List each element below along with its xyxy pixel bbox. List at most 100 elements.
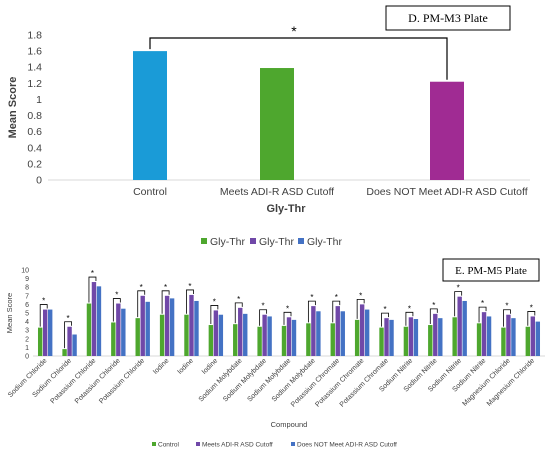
significance-bracket [429, 308, 438, 325]
y-tick-label: 2 [25, 336, 29, 343]
y-tick-label: 1 [25, 345, 29, 352]
y-tick-label: 0.8 [27, 110, 42, 122]
bar [208, 325, 214, 356]
y-tick-label: 0.2 [27, 158, 42, 170]
bar [306, 323, 311, 356]
bar [184, 314, 189, 356]
significance-marker: * [310, 293, 313, 302]
bar [260, 68, 294, 180]
x-tick-label: Sodium Molybdate [198, 357, 244, 403]
legend-swatch [291, 442, 295, 446]
y-tick-label: 3 [25, 328, 29, 335]
bar [159, 314, 165, 356]
significance-marker: * [286, 304, 289, 313]
bar [67, 326, 72, 356]
significance-marker: * [237, 295, 240, 304]
significance-bracket [307, 300, 316, 323]
y-tick-label: 1 [36, 94, 42, 106]
significance-bracket [112, 298, 121, 322]
y-tick-label: 1.4 [27, 62, 42, 74]
y-tick-label: 1.2 [27, 78, 42, 90]
significance-bracket [478, 306, 487, 323]
y-tick-label: 0 [36, 175, 42, 187]
bar [364, 309, 370, 356]
bar [413, 319, 419, 356]
significance-marker: * [359, 291, 362, 300]
significance-marker: * [164, 283, 167, 292]
legend-label: Gly-Thr [307, 236, 343, 248]
bar [486, 316, 492, 356]
bar [316, 311, 321, 356]
significance-marker: * [291, 23, 297, 39]
bar [530, 316, 536, 356]
significance-bracket [503, 309, 511, 327]
x-axis-title: Gly-Thr [266, 203, 306, 215]
x-tick-label: Does NOT Meet ADI-R ASD Cutoff [366, 186, 527, 198]
bar [257, 326, 262, 356]
bar [481, 312, 487, 356]
bar [438, 318, 443, 356]
bar [389, 319, 394, 356]
bar [335, 306, 340, 356]
bar [433, 313, 438, 356]
bar [218, 314, 224, 356]
bar [281, 325, 287, 356]
significance-marker: * [408, 304, 411, 313]
significance-marker: * [383, 305, 386, 314]
significance-bracket [210, 305, 219, 325]
significance-bracket [527, 311, 536, 326]
significance-bracket [283, 311, 292, 325]
y-tick-label: 0 [25, 354, 29, 361]
bar [340, 311, 345, 356]
x-tick-label: Potassium Chloride [74, 357, 122, 405]
legend-swatch [298, 238, 304, 244]
bar [428, 325, 433, 356]
bar [135, 318, 140, 356]
bar [330, 323, 335, 356]
legend-swatch [152, 442, 156, 446]
x-axis-title: Compound [271, 420, 308, 429]
bar [506, 314, 511, 356]
panel-label: E. PM-M5 Plate [455, 265, 527, 277]
x-tick-label: Meets ADI-R ASD Cutoff [220, 186, 334, 198]
bar [452, 317, 457, 356]
x-tick-label: Iodine [201, 357, 220, 376]
bar [47, 309, 53, 356]
y-tick-label: 7 [25, 293, 29, 300]
significance-marker: * [67, 314, 70, 323]
bar [462, 300, 467, 356]
significance-marker: * [530, 303, 533, 312]
significance-marker: * [432, 301, 435, 310]
bar [286, 317, 292, 356]
significance-marker: * [42, 297, 45, 306]
bar [243, 313, 248, 356]
legend-label: Meets ADI-R ASD Cutoff [202, 442, 273, 449]
bar [457, 296, 462, 356]
y-tick-label: 1.8 [27, 30, 42, 42]
bar [535, 321, 541, 356]
x-tick-label: Potassium Chloride [98, 357, 146, 405]
bar [311, 306, 316, 356]
significance-marker: * [457, 284, 460, 293]
significance-bracket [259, 309, 268, 326]
significance-bracket [186, 289, 194, 314]
panel-label: D. PM-M3 Plate [408, 11, 488, 25]
x-tick-label: Potassium Chromate [290, 357, 341, 408]
panel-label-box [442, 258, 540, 282]
x-tick-label: Sodium Molybdate [246, 357, 292, 403]
bar [359, 304, 365, 356]
chart-panel-d: 0 0.2 0.4 0.6 0.8 1 1.2 1.4 1.6 1.8 Mean Score Cont… [7, 5, 530, 248]
significance-bracket [381, 312, 389, 327]
y-tick-label: 4 [25, 319, 29, 326]
bar [238, 307, 243, 356]
significance-bracket [39, 304, 48, 327]
legend-swatch [250, 238, 256, 244]
bar [86, 303, 92, 356]
bar [194, 300, 199, 356]
significance-bracket [454, 291, 463, 317]
legend-label: Control [158, 442, 180, 449]
bar [408, 317, 414, 356]
significance-marker: * [262, 302, 265, 311]
